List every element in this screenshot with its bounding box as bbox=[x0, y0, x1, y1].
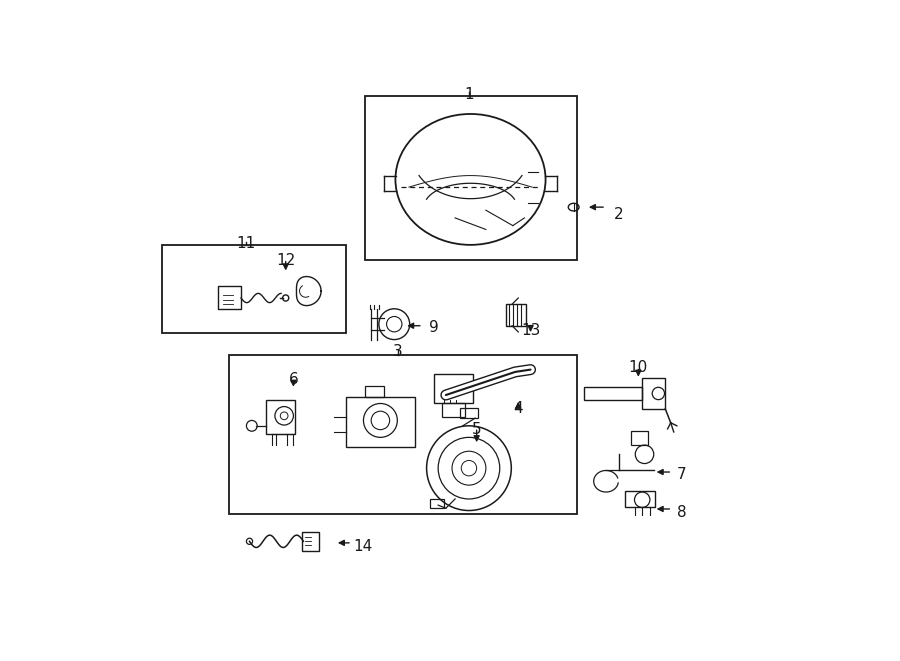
Bar bbox=[365, 97, 577, 260]
Bar bbox=[430, 499, 445, 508]
Text: 13: 13 bbox=[521, 323, 540, 338]
Text: 9: 9 bbox=[429, 319, 438, 334]
Text: 11: 11 bbox=[236, 237, 256, 251]
Bar bbox=[266, 401, 295, 434]
Bar bbox=[506, 304, 526, 326]
Bar bbox=[643, 378, 665, 409]
Text: 7: 7 bbox=[677, 467, 687, 483]
Text: 5: 5 bbox=[472, 422, 482, 437]
Bar bbox=[163, 245, 346, 333]
Bar bbox=[302, 532, 319, 551]
Text: 1: 1 bbox=[464, 87, 473, 102]
Text: 10: 10 bbox=[629, 360, 648, 375]
Text: 2: 2 bbox=[614, 207, 624, 222]
Bar bbox=[631, 431, 648, 445]
Bar bbox=[229, 355, 577, 514]
Text: 12: 12 bbox=[276, 253, 295, 268]
Bar bbox=[460, 408, 478, 418]
Bar bbox=[218, 286, 241, 309]
Bar bbox=[346, 397, 415, 447]
Bar bbox=[435, 374, 472, 403]
Bar bbox=[442, 403, 465, 417]
Text: 8: 8 bbox=[677, 505, 687, 520]
Text: 14: 14 bbox=[354, 539, 373, 554]
Text: 6: 6 bbox=[289, 372, 298, 387]
Text: 3: 3 bbox=[393, 344, 403, 359]
Bar bbox=[365, 386, 384, 397]
Text: 4: 4 bbox=[513, 401, 523, 416]
Bar bbox=[584, 387, 643, 400]
Bar bbox=[626, 490, 654, 508]
